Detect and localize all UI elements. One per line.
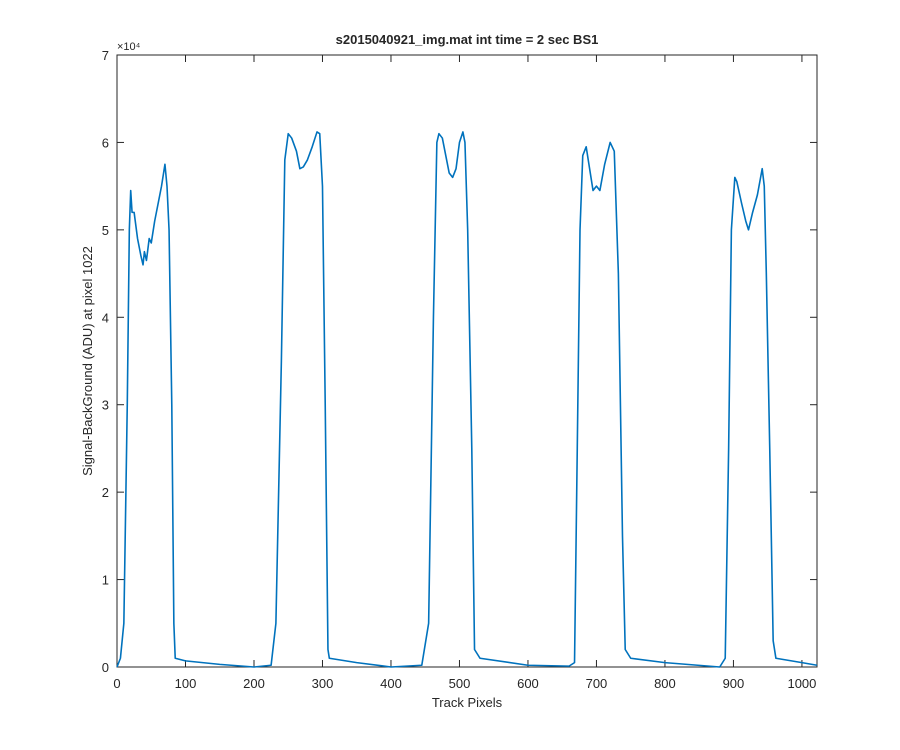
x-tick-label: 400 xyxy=(380,676,402,691)
y-tick-label: 3 xyxy=(102,398,109,413)
x-tick-label: 1000 xyxy=(787,676,816,691)
y-tick-label: 2 xyxy=(102,485,109,500)
y-axis-label: Signal-BackGround (ADU) at pixel 1022 xyxy=(80,246,95,476)
data-line xyxy=(116,131,818,668)
y-tick-label: 1 xyxy=(102,573,109,588)
y-tick-label: 0 xyxy=(102,660,109,675)
y-tick-label: 7 xyxy=(102,48,109,63)
x-tick-label: 500 xyxy=(449,676,471,691)
y-tick-label: 5 xyxy=(102,223,109,238)
x-tick-label: 700 xyxy=(586,676,608,691)
x-tick-label: 200 xyxy=(243,676,265,691)
x-tick-label: 300 xyxy=(312,676,334,691)
y-multiplier: ×10⁴ xyxy=(117,41,141,53)
y-tick-label: 4 xyxy=(102,310,109,325)
x-axis-label: Track Pixels xyxy=(432,695,503,710)
x-tick-label: 0 xyxy=(113,676,120,691)
chart-title: s2015040921_img.mat int time = 2 sec BS1 xyxy=(336,32,599,47)
x-tick-label: 800 xyxy=(654,676,676,691)
x-tick-label: 600 xyxy=(517,676,539,691)
x-tick-label: 900 xyxy=(723,676,745,691)
plot-frame xyxy=(116,54,818,668)
x-tick-label: 100 xyxy=(175,676,197,691)
y-tick-label: 6 xyxy=(102,135,109,150)
